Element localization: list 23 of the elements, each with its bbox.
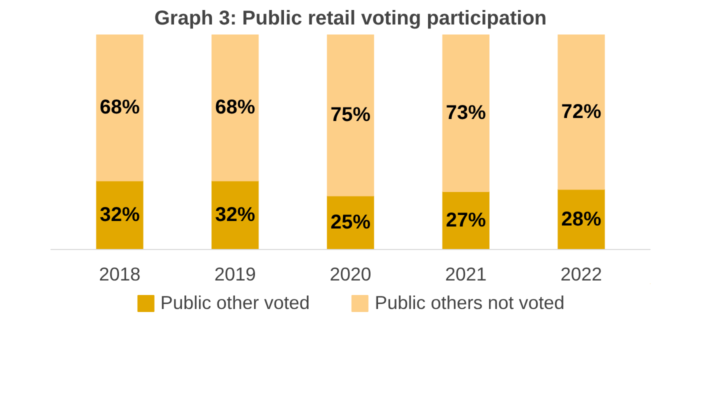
x-tick-label: 2019	[214, 264, 256, 284]
data-label: 32%	[100, 204, 140, 226]
data-label: 27%	[446, 209, 486, 232]
data-label: 32%	[215, 204, 256, 226]
data-label: 68%	[100, 96, 140, 119]
data-label: 75%	[330, 104, 371, 126]
bar	[558, 34, 605, 190]
x-tick-label: 2022	[560, 264, 602, 284]
data-label: 73%	[446, 102, 486, 124]
bar	[96, 34, 144, 182]
chart-title: Graph 3: Public retail voting participation	[154, 8, 547, 30]
x-tick-label: 2018	[98, 264, 140, 284]
legend-label: Public other voted	[160, 292, 310, 314]
bar	[212, 34, 259, 182]
x-tick-label: 2021	[445, 264, 487, 284]
legend-label: Public others not voted	[374, 292, 565, 314]
bar	[326, 34, 374, 196]
data-label: 68%	[215, 96, 256, 119]
data-label: 25%	[330, 212, 371, 234]
data-label: 72%	[561, 100, 602, 123]
x-tick-label: 2020	[330, 264, 372, 284]
bar	[442, 34, 490, 192]
data-label: 28%	[561, 208, 602, 230]
